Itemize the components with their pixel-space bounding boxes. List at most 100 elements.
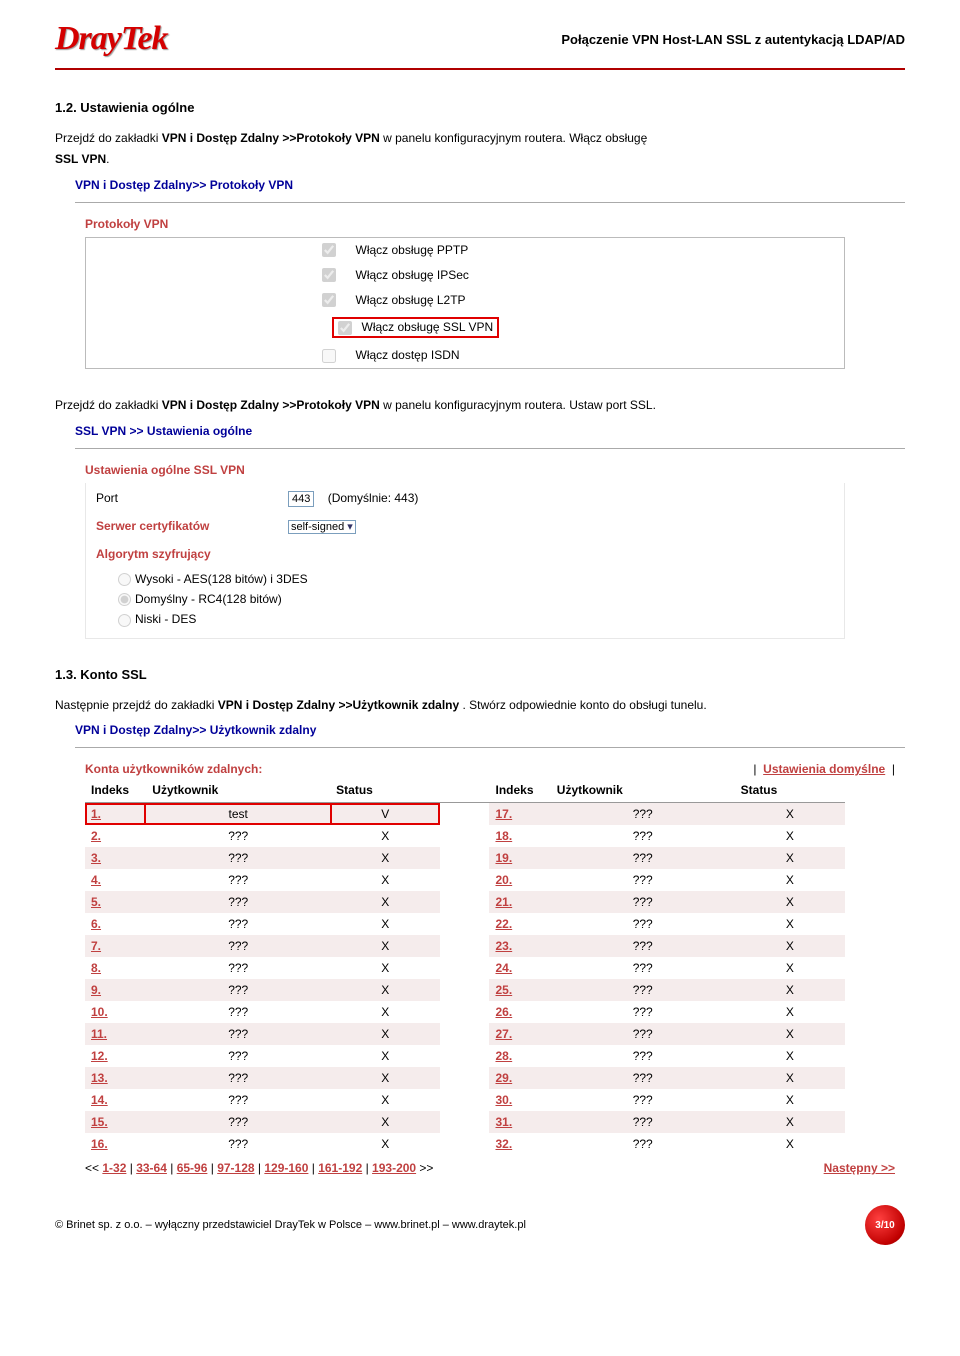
cell-idx[interactable]: 11. xyxy=(85,1023,146,1045)
cell-idx[interactable]: 16. xyxy=(85,1133,146,1155)
cell-idx[interactable]: 25. xyxy=(489,979,550,1001)
cell-user: ??? xyxy=(551,1023,735,1045)
cell-idx[interactable]: 14. xyxy=(85,1089,146,1111)
text: Przejdź do zakładki xyxy=(55,398,162,412)
cell-idx[interactable]: 2. xyxy=(85,825,146,847)
pager-link[interactable]: 193-200 xyxy=(372,1161,416,1175)
section-12-para-2: Przejdź do zakładki VPN i Dostęp Zdalny … xyxy=(55,397,905,414)
text-bold: VPN i Dostęp Zdalny >>Użytkownik zdalny xyxy=(218,698,459,712)
cell-status: X xyxy=(735,1067,845,1089)
doc-header: DrayTek Połączenie VPN Host-LAN SSL z au… xyxy=(55,20,905,70)
algo-radio[interactable] xyxy=(118,593,131,606)
cell-idx[interactable]: 30. xyxy=(489,1089,550,1111)
cell-idx[interactable]: 24. xyxy=(489,957,550,979)
algo-radio[interactable] xyxy=(118,573,131,586)
cell-status: X xyxy=(330,1089,440,1111)
doc-title: Połączenie VPN Host-LAN SSL z autentykac… xyxy=(561,32,905,47)
cell-status: X xyxy=(735,1023,845,1045)
ssl-port-row: Port 443 (Domyślnie: 443) xyxy=(88,485,842,511)
cert-select[interactable]: self-signed xyxy=(288,520,356,534)
cell-idx[interactable]: 20. xyxy=(489,869,550,891)
screenshot-ssl-settings: SSL VPN >> Ustawienia ogólne Ustawienia … xyxy=(55,424,905,639)
cell-user: ??? xyxy=(146,825,330,847)
protocol-row: Włącz obsługę SSL VPN xyxy=(86,312,845,343)
protocol-checkbox[interactable] xyxy=(322,268,336,282)
cell-user: ??? xyxy=(551,1133,735,1155)
cell-status: X xyxy=(330,957,440,979)
cell-user: ??? xyxy=(146,847,330,869)
section-12-title: 1.2. Ustawienia ogólne xyxy=(55,100,905,115)
cell-idx[interactable]: 3. xyxy=(85,847,146,869)
cell-status: X xyxy=(330,979,440,1001)
protocol-checkbox[interactable] xyxy=(322,349,336,363)
cell-idx[interactable]: 28. xyxy=(489,1045,550,1067)
protocol-label: Włącz obsługę PPTP xyxy=(346,237,845,262)
cert-label: Serwer certyfikatów xyxy=(88,513,278,539)
section-13-title: 1.3. Konto SSL xyxy=(55,667,905,682)
pager-next[interactable]: Następny >> xyxy=(824,1161,895,1175)
cell-idx[interactable]: 12. xyxy=(85,1045,146,1067)
divider xyxy=(75,448,905,449)
breadcrumb: VPN i Dostęp Zdalny>> Protokoły VPN xyxy=(75,178,905,192)
cell-idx[interactable]: 5. xyxy=(85,891,146,913)
table-header-row: Indeks Użytkownik Status Indeks Użytkown… xyxy=(85,778,845,803)
cell-idx[interactable]: 10. xyxy=(85,1001,146,1023)
cell-idx[interactable]: 31. xyxy=(489,1111,550,1133)
cell-idx[interactable]: 13. xyxy=(85,1067,146,1089)
algo-option: Domyślny - RC4(128 bitów) xyxy=(108,589,832,609)
cell-user: ??? xyxy=(551,979,735,1001)
cell-idx[interactable]: 6. xyxy=(85,913,146,935)
pager-link[interactable]: 161-192 xyxy=(318,1161,362,1175)
cell-user: ??? xyxy=(146,1045,330,1067)
cell-user: ??? xyxy=(146,957,330,979)
protocol-label: Włącz obsługę IPSec xyxy=(346,262,845,287)
cell-idx[interactable]: 15. xyxy=(85,1111,146,1133)
text: . xyxy=(106,152,109,166)
cell-status: X xyxy=(330,935,440,957)
cell-idx[interactable]: 19. xyxy=(489,847,550,869)
divider xyxy=(75,747,905,748)
protocol-checkbox[interactable] xyxy=(322,243,336,257)
protocol-row: Włącz obsługę L2TP xyxy=(86,287,845,312)
cell-idx[interactable]: 26. xyxy=(489,1001,550,1023)
text-bold: VPN i Dostęp Zdalny >>Protokoły VPN xyxy=(162,131,380,145)
cell-idx[interactable]: 22. xyxy=(489,913,550,935)
text-bold: VPN i Dostęp Zdalny >>Protokoły VPN xyxy=(162,398,380,412)
pager-link[interactable]: 129-160 xyxy=(264,1161,308,1175)
cell-idx[interactable]: 1. xyxy=(85,803,146,826)
cell-idx[interactable]: 8. xyxy=(85,957,146,979)
col-status: Status xyxy=(735,778,845,803)
cell-user: ??? xyxy=(551,891,735,913)
cell-idx[interactable]: 4. xyxy=(85,869,146,891)
cell-user: ??? xyxy=(146,913,330,935)
cell-idx[interactable]: 17. xyxy=(489,803,550,826)
pager-link[interactable]: 97-128 xyxy=(217,1161,254,1175)
cell-idx[interactable]: 29. xyxy=(489,1067,550,1089)
cell-idx[interactable]: 27. xyxy=(489,1023,550,1045)
cell-idx[interactable]: 18. xyxy=(489,825,550,847)
port-hint: (Domyślnie: 443) xyxy=(328,491,419,505)
cell-status: X xyxy=(735,1045,845,1067)
protocol-checkbox[interactable] xyxy=(338,321,352,335)
pager-link[interactable]: 1-32 xyxy=(102,1161,126,1175)
pager-link[interactable]: 65-96 xyxy=(177,1161,208,1175)
table-row: 6.???X22.???X xyxy=(85,913,845,935)
cell-idx[interactable]: 21. xyxy=(489,891,550,913)
cell-idx[interactable]: 7. xyxy=(85,935,146,957)
cell-idx[interactable]: 9. xyxy=(85,979,146,1001)
cell-status: X xyxy=(735,891,845,913)
cell-idx[interactable]: 32. xyxy=(489,1133,550,1155)
cell-user: ??? xyxy=(146,979,330,1001)
table-row: 9.???X25.???X xyxy=(85,979,845,1001)
protocol-checkbox[interactable] xyxy=(322,293,336,307)
pager-link[interactable]: 33-64 xyxy=(136,1161,167,1175)
cell-user: ??? xyxy=(551,957,735,979)
breadcrumb: VPN i Dostęp Zdalny>> Użytkownik zdalny xyxy=(75,723,905,737)
algo-radio[interactable] xyxy=(118,614,131,627)
cell-status: X xyxy=(735,957,845,979)
users-table: Indeks Użytkownik Status Indeks Użytkown… xyxy=(85,778,845,1155)
port-input[interactable]: 443 xyxy=(288,491,314,507)
cell-status: X xyxy=(330,1111,440,1133)
defaults-link[interactable]: Ustawienia domyślne xyxy=(763,762,885,776)
cell-idx[interactable]: 23. xyxy=(489,935,550,957)
